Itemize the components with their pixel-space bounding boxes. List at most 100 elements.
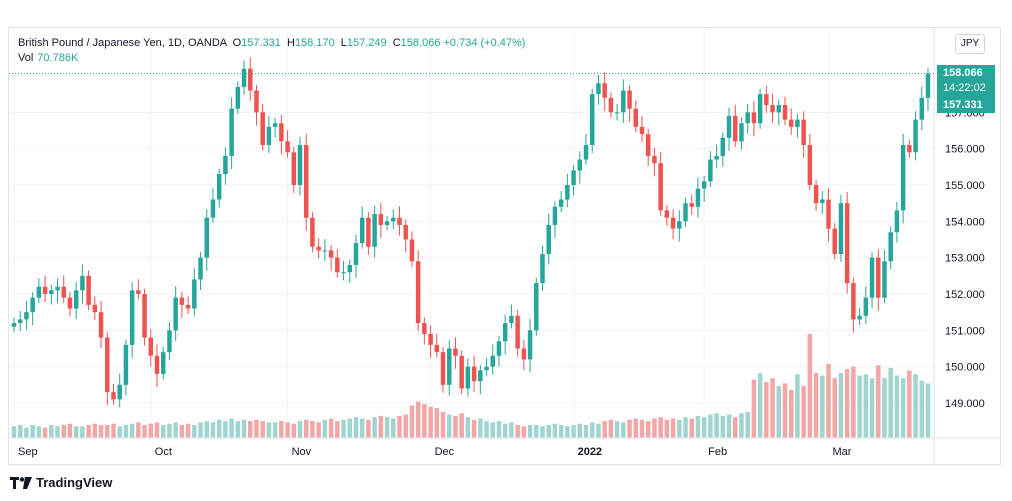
volume-bar: [614, 421, 620, 438]
candle-body: [86, 275, 91, 305]
volume-bar: [384, 417, 390, 438]
candle-body: [61, 286, 66, 298]
candle-body: [179, 297, 185, 305]
candle-body: [745, 112, 750, 124]
volume-bar: [521, 426, 527, 438]
volume-bar: [210, 422, 216, 438]
x-tick-label: Dec: [435, 446, 455, 458]
volume-bar: [670, 418, 676, 438]
volume-bar: [98, 425, 104, 438]
volume-bar: [303, 419, 309, 438]
candle-body: [167, 330, 172, 353]
candle-body: [384, 221, 390, 225]
candle-body: [229, 108, 234, 156]
volume-bar: [795, 374, 800, 438]
volume-bar: [204, 421, 209, 438]
volume-bar: [49, 425, 54, 438]
volume-bar: [297, 421, 303, 438]
volume-bar: [465, 417, 471, 438]
volume-bar: [17, 425, 23, 438]
candle-body: [838, 203, 844, 255]
volume-value: 70.786K: [37, 52, 79, 64]
candle-body: [590, 94, 595, 146]
volume-bar: [192, 425, 197, 438]
candle-body: [633, 108, 639, 127]
volume-bar: [720, 415, 726, 438]
candle-body: [185, 304, 191, 309]
volume-bar: [919, 380, 925, 438]
candle-body: [509, 315, 514, 324]
candle-body: [328, 250, 334, 258]
volume-bar: [123, 425, 129, 438]
candle-body: [92, 304, 98, 313]
volume-bar: [129, 423, 135, 438]
volume-bars: [11, 334, 931, 438]
volume-bar: [478, 418, 483, 438]
volume-bar: [745, 412, 750, 438]
x-tick-label: Mar: [833, 446, 852, 458]
candle-body: [689, 203, 694, 207]
volume-label[interactable]: Vol: [18, 52, 34, 64]
volume-bar: [645, 421, 651, 438]
volume-bar: [310, 421, 315, 438]
volume-bar: [776, 386, 782, 438]
candle-body: [820, 199, 825, 204]
candle-body: [347, 264, 352, 273]
x-tick-label: Nov: [292, 446, 312, 458]
low-label: L: [340, 37, 347, 49]
volume-bar: [24, 427, 29, 438]
volume-bar: [788, 389, 794, 438]
candle-body: [608, 97, 614, 113]
candle-body: [795, 119, 800, 127]
candle-body: [260, 112, 265, 146]
candle-body: [117, 384, 122, 400]
candle-body: [739, 123, 744, 142]
candle-body: [496, 341, 502, 356]
candle-body: [521, 348, 527, 360]
candle-body: [658, 163, 663, 211]
candle-body: [80, 275, 85, 291]
candle-body: [757, 94, 763, 124]
volume-bar: [583, 425, 589, 438]
volume-bar: [105, 425, 110, 438]
volume-bar: [67, 423, 73, 438]
volume-bar: [757, 373, 763, 438]
candle-body: [216, 174, 222, 200]
candle-body: [583, 145, 589, 160]
currency-button[interactable]: JPY: [955, 34, 985, 54]
candle-body: [192, 279, 197, 309]
volume-bar: [832, 378, 837, 438]
volume-bar: [527, 425, 533, 438]
volume-bar: [782, 383, 788, 438]
volume-bar: [701, 417, 707, 438]
candle-body: [882, 261, 887, 298]
candle-body: [272, 123, 278, 127]
volume-bar: [266, 422, 272, 438]
volume-bar: [515, 425, 520, 438]
candle-body: [105, 337, 110, 393]
volume-bar: [509, 422, 514, 438]
volume-bar: [857, 375, 862, 438]
candle-body: [720, 137, 726, 156]
volume-bar: [484, 421, 489, 438]
candle-body: [888, 232, 893, 262]
tradingview-footer[interactable]: TradingView: [10, 475, 112, 490]
volume-bar: [285, 422, 290, 438]
candle-body: [714, 155, 719, 160]
volume-bar: [900, 378, 906, 438]
candle-body: [266, 126, 272, 146]
symbol-title[interactable]: British Pound / Japanese Yen, 1D, OANDA: [18, 37, 227, 49]
volume-bar: [726, 414, 732, 438]
volume-bar: [446, 414, 452, 438]
volume-bar: [869, 378, 875, 438]
candle-body: [602, 83, 607, 98]
volume-legend: Vol 70.786K: [18, 52, 78, 64]
candle-body: [764, 94, 769, 106]
volume-bar: [502, 423, 508, 438]
candle-body: [359, 217, 365, 244]
volume-bar: [459, 413, 464, 438]
volume-bar: [683, 417, 688, 438]
candle-body: [851, 283, 856, 320]
volume-bar: [627, 419, 632, 438]
